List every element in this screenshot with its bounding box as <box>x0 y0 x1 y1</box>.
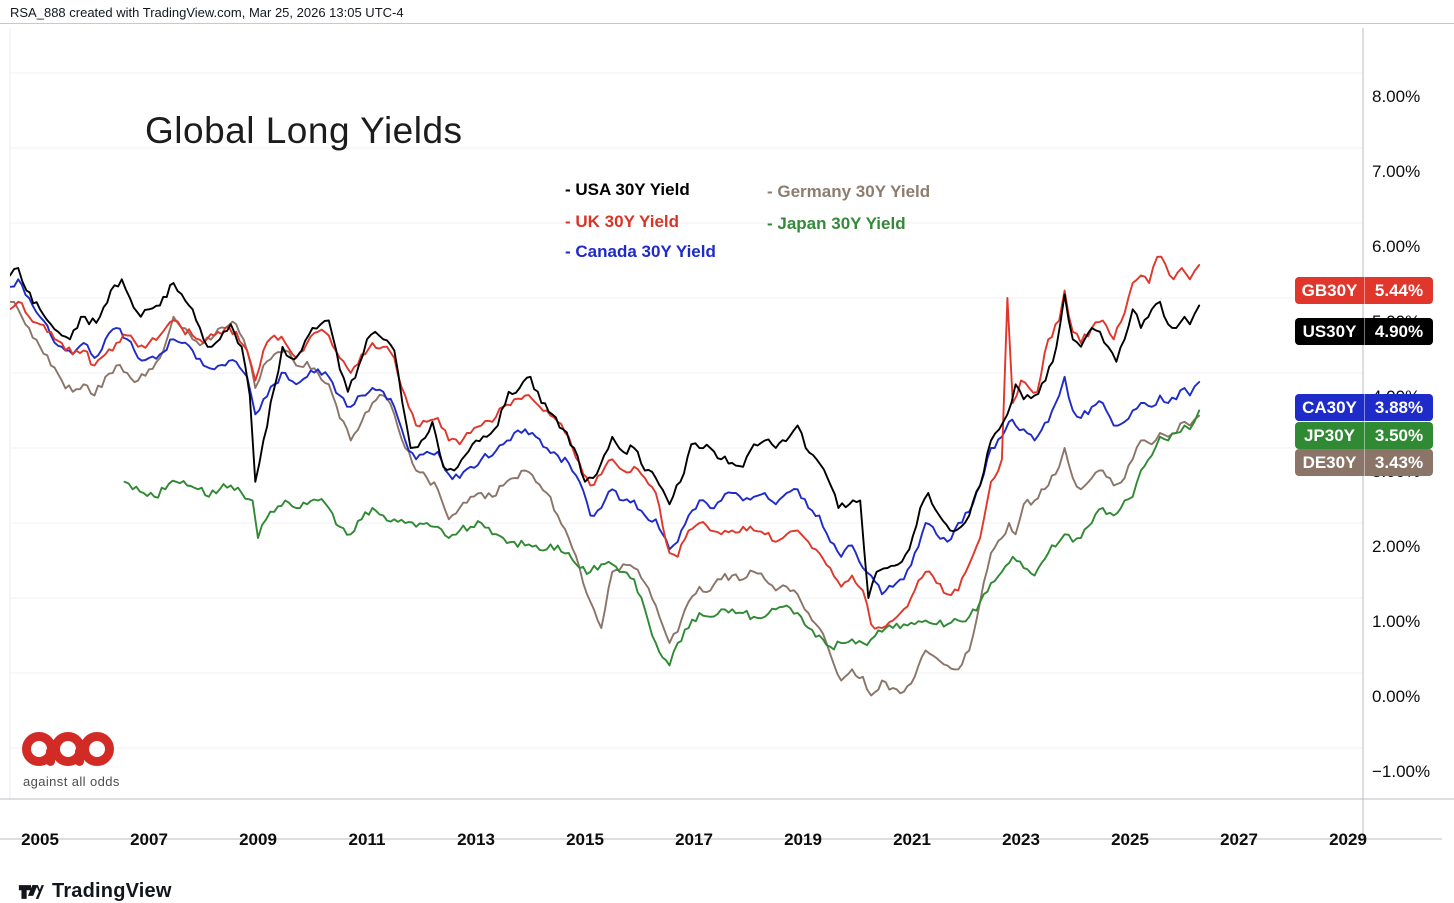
series-line-ca30y <box>10 278 1201 596</box>
x-axis-tick: 2025 <box>1111 830 1149 849</box>
price-label-code: US30Y <box>1295 318 1365 345</box>
series-line-gb30y <box>10 255 1201 630</box>
legend-item-japan: - Japan 30Y Yield <box>767 214 906 233</box>
x-axis-tick: 2013 <box>457 830 495 849</box>
x-axis-tick: 2011 <box>348 830 386 849</box>
y-axis-tick: 0.00% <box>1372 687 1421 706</box>
price-label-value: 3.43% <box>1374 452 1424 472</box>
x-axis-tick: 2005 <box>21 830 59 849</box>
price-label-value: 3.88% <box>1374 397 1424 417</box>
x-axis-tick: 2007 <box>130 830 168 849</box>
x-axis-tick: 2017 <box>675 830 713 849</box>
x-axis-tick: 2029 <box>1329 830 1367 849</box>
series-line-us30y <box>10 267 1201 599</box>
legend-item-uk: - UK 30Y Yield <box>565 212 680 231</box>
aao-logo-icon <box>22 732 114 766</box>
price-label-gb30y: GB30Y 5.44% <box>1295 277 1433 304</box>
header-divider <box>0 23 1454 24</box>
x-axis-tick: 2019 <box>784 830 822 849</box>
attribution-text: RSA_888 created with TradingView.com, Ma… <box>10 5 404 20</box>
x-axis-tick: 2027 <box>1220 830 1258 849</box>
x-axis-tick: 2015 <box>566 830 604 849</box>
x-axis-tick: 2009 <box>239 830 277 849</box>
tradingview-footer: TradingView <box>18 880 172 903</box>
chart-pane[interactable]: Global Long Yields - USA 30Y Yield - UK 3… <box>0 24 1454 902</box>
tradingview-logo-icon <box>18 884 44 899</box>
tradingview-logo-text: TradingView <box>52 880 172 902</box>
series-line-de30y <box>10 300 1201 697</box>
price-label-value: 5.44% <box>1374 280 1424 300</box>
price-label-value: 4.90% <box>1374 321 1424 341</box>
y-axis-tick: 6.00% <box>1372 237 1421 256</box>
plot-area[interactable] <box>0 24 1454 894</box>
price-label-ca30y: CA30Y 3.88% <box>1295 394 1433 421</box>
price-label-code: GB30Y <box>1295 277 1365 304</box>
price-label-de30y: DE30Y 3.43% <box>1295 449 1433 476</box>
series-line-jp30y <box>123 409 1201 667</box>
legend-item-usa: - USA 30Y Yield <box>565 180 690 199</box>
aao-tagline: against all odds <box>23 774 120 789</box>
y-axis-tick: −1.00% <box>1372 762 1431 781</box>
price-label-code: JP30Y <box>1295 422 1365 449</box>
y-axis-tick: 1.00% <box>1372 612 1421 631</box>
price-label-us30y: US30Y 4.90% <box>1295 318 1433 345</box>
x-axis-tick: 2021 <box>893 830 931 849</box>
price-label-code: CA30Y <box>1295 394 1365 421</box>
price-label-value: 3.50% <box>1374 425 1424 445</box>
legend-item-canada: - Canada 30Y Yield <box>565 242 716 261</box>
y-axis-tick: 8.00% <box>1372 87 1421 106</box>
price-label-jp30y: JP30Y 3.50% <box>1295 422 1433 449</box>
y-axis-tick: 2.00% <box>1372 537 1421 556</box>
price-label-code: DE30Y <box>1295 449 1365 476</box>
legend-item-germany: - Germany 30Y Yield <box>767 182 931 201</box>
page-title: Global Long Yields <box>145 110 463 151</box>
x-axis-tick: 2023 <box>1002 830 1040 849</box>
y-axis-tick: 7.00% <box>1372 162 1421 181</box>
